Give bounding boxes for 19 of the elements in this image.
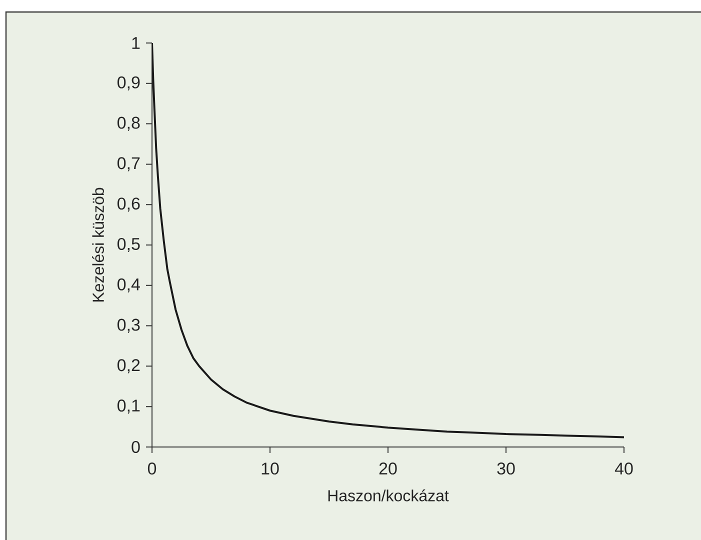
y-tick-label: 0,6 xyxy=(118,198,140,212)
x-tick-label: 0 xyxy=(148,462,156,475)
y-tick-label: 0,4 xyxy=(118,278,140,292)
y-tick-label: 0 xyxy=(132,440,140,454)
x-tick-label: 40 xyxy=(614,462,633,475)
y-tick-label: 0,1 xyxy=(118,400,140,414)
x-tick-label: 30 xyxy=(497,462,515,475)
x-axis-title: Haszon/kockázat xyxy=(328,489,449,502)
y-tick-label: 0,7 xyxy=(118,157,140,172)
y-tick-label: 0,9 xyxy=(118,76,140,90)
y-axis-title: Kezelési küszöb xyxy=(92,188,104,302)
y-tick-label: 1 xyxy=(132,37,140,49)
line-series xyxy=(152,42,624,438)
y-tick-label: 0,5 xyxy=(118,238,140,252)
y-tick-label: 0,3 xyxy=(118,318,140,333)
x-tick-label: 10 xyxy=(262,462,279,475)
y-tick-label: 0,8 xyxy=(118,116,140,131)
y-tick-label: 0,2 xyxy=(118,359,140,374)
x-tick-label: 20 xyxy=(379,462,397,475)
